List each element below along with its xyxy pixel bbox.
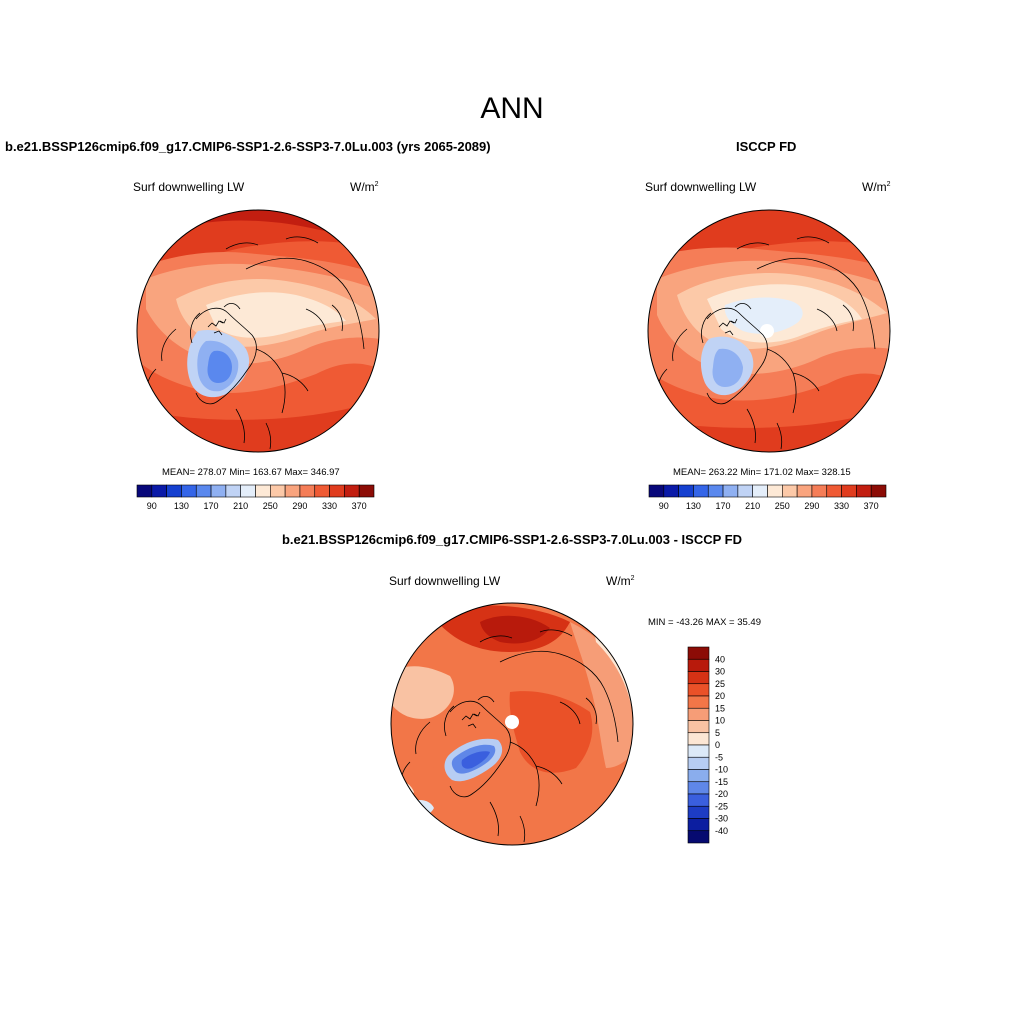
obs-colorbar-box: [648, 484, 665, 498]
obs-colorbar-box: [663, 484, 679, 498]
diff-colorbar-box: [687, 720, 710, 734]
model-colorbar-box: [151, 484, 167, 498]
model-colorbar-tick-label: 330: [322, 501, 337, 511]
model-colorbar-tick-label: 210: [233, 501, 248, 511]
obs-colorbar-tick-label: 370: [864, 501, 879, 511]
diff-colorbar-tick-label: 5: [715, 728, 720, 738]
model-stats: MEAN= 278.07 Min= 163.67 Max= 346.97: [162, 467, 340, 478]
diff-colorbar-box: [687, 671, 710, 685]
model-colorbar-box: [284, 484, 301, 498]
obs-colorbar-box: [796, 484, 813, 498]
obs-colorbar-tick-label: 90: [659, 501, 669, 511]
obs-colorbar-box: [811, 484, 828, 498]
diff-colorbar-box: [687, 744, 710, 758]
model-units-label: W/m2: [350, 180, 379, 194]
obs-colorbar-box: [767, 484, 783, 498]
diff-colorbar-tick-label: 0: [715, 740, 720, 750]
obs-colorbar-tick-label: 250: [775, 501, 790, 511]
diff-colorbar-tick-label: -15: [715, 777, 728, 787]
model-colorbar-box: [136, 484, 153, 498]
diff-colorbar-box: [687, 658, 710, 672]
obs-stats: MEAN= 263.22 Min= 171.02 Max= 328.15: [673, 467, 851, 478]
obs-colorbar-box: [752, 484, 768, 498]
obs-colorbar-tick-label: 290: [804, 501, 819, 511]
diff-colorbar-tick-label: 10: [715, 716, 725, 726]
obs-colorbar-tick-label: 210: [745, 501, 760, 511]
model-colorbar-box: [344, 484, 360, 498]
obs-colorbar-box: [722, 484, 739, 498]
diff-colorbar-box: [687, 769, 710, 783]
diff-colorbar-box: [687, 805, 710, 819]
model-colorbar-box: [314, 484, 330, 498]
model-colorbar-tick-label: 90: [147, 501, 157, 511]
diff-colorbar: 40 30 25 20 15 10 5 0 -5 -10 -15 -20 -25 -30 -40: [687, 646, 728, 844]
model-colorbar-box: [270, 484, 286, 498]
obs-colorbar-box: [782, 484, 798, 498]
model-colorbar: 90 130 170 210 250 290 330 370: [136, 484, 375, 511]
diff-polar-map: [390, 602, 634, 846]
model-panel-title: b.e21.BSSP126cmip6.f09_g17.CMIP6-SSP1-2.…: [5, 139, 491, 154]
obs-colorbar-box: [826, 484, 842, 498]
obs-colorbar-tick-label: 170: [716, 501, 731, 511]
diff-units-label: W/m2: [606, 574, 635, 588]
model-colorbar-tick-label: 130: [174, 501, 189, 511]
model-variable-label: Surf downwelling LW: [133, 180, 245, 194]
model-colorbar-box: [329, 484, 345, 498]
model-colorbar-tick-label: 370: [352, 501, 367, 511]
diff-panel-title: b.e21.BSSP126cmip6.f09_g17.CMIP6-SSP1-2.…: [281, 532, 742, 547]
model-polar-map: [136, 209, 380, 453]
model-colorbar-box: [166, 484, 182, 498]
obs-colorbar-tick-label: 330: [834, 501, 849, 511]
obs-colorbar-box: [693, 484, 709, 498]
diff-colorbar-tick-label: -5: [715, 752, 723, 762]
diff-colorbar-tick-label: -10: [715, 765, 728, 775]
diff-colorbar-tick-label: 20: [715, 691, 725, 701]
obs-colorbar-tick-label: 130: [686, 501, 701, 511]
diff-colorbar-tick-label: -30: [715, 814, 728, 824]
diff-colorbar-box: [687, 793, 710, 807]
obs-colorbar-box: [856, 484, 872, 498]
model-colorbar-box: [240, 484, 256, 498]
diff-colorbar-tick-label: 15: [715, 703, 725, 713]
obs-colorbar-box: [737, 484, 753, 498]
diff-colorbar-box: [687, 830, 710, 844]
diff-colorbar-tick-label: -40: [715, 826, 728, 836]
obs-colorbar-box: [678, 484, 694, 498]
model-colorbar-box: [299, 484, 316, 498]
diff-colorbar-tick-label: -20: [715, 789, 728, 799]
page-title: ANN: [480, 92, 544, 125]
model-colorbar-box: [255, 484, 271, 498]
obs-polar-map: [647, 209, 891, 453]
diff-colorbar-tick-label: 40: [715, 654, 725, 664]
model-colorbar-box: [210, 484, 227, 498]
diff-colorbar-box: [687, 818, 710, 832]
model-colorbar-box: [181, 484, 197, 498]
obs-colorbar: 90 130 170 210 250 290 330 370: [648, 484, 887, 511]
obs-colorbar-box: [707, 484, 724, 498]
diff-colorbar-box: [687, 781, 710, 795]
model-colorbar-tick-label: 290: [292, 501, 307, 511]
diff-colorbar-tick-label: -25: [715, 801, 728, 811]
model-colorbar-tick-label: 250: [263, 501, 278, 511]
diff-stats: MIN = -43.26 MAX = 35.49: [648, 617, 762, 628]
obs-units-label: W/m2: [862, 180, 891, 194]
diff-colorbar-tick-label: 25: [715, 679, 725, 689]
diff-colorbar-box: [687, 756, 710, 770]
diff-colorbar-box: [687, 695, 710, 709]
model-colorbar-tick-label: 170: [204, 501, 219, 511]
obs-panel-title: ISCCP FD: [736, 139, 797, 154]
obs-colorbar-box: [870, 484, 887, 498]
model-colorbar-box: [225, 484, 241, 498]
diff-colorbar-box: [687, 707, 710, 721]
diff-colorbar-box: [687, 732, 710, 746]
diff-colorbar-box: [687, 683, 710, 697]
obs-variable-label: Surf downwelling LW: [645, 180, 757, 194]
diff-variable-label: Surf downwelling LW: [389, 574, 501, 588]
diff-colorbar-box: [687, 646, 710, 660]
model-colorbar-box: [358, 484, 375, 498]
diff-colorbar-tick-label: 30: [715, 667, 725, 677]
obs-colorbar-box: [841, 484, 857, 498]
model-colorbar-box: [195, 484, 212, 498]
